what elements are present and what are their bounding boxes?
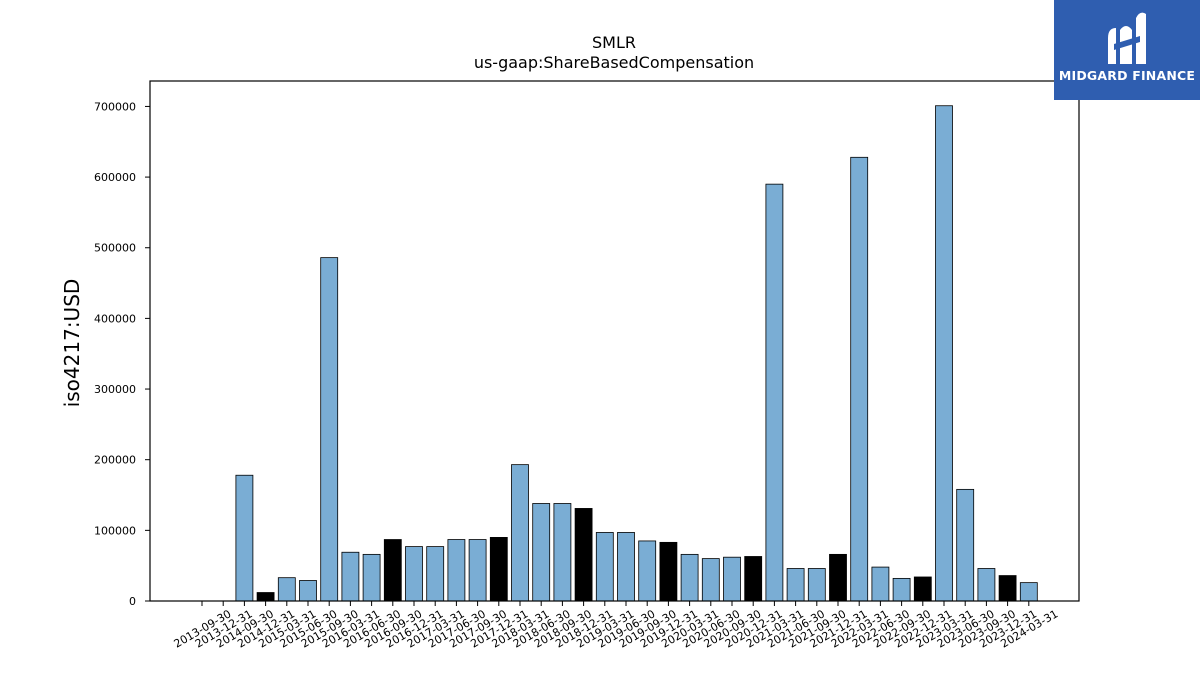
bar-2022-09-30 — [892, 577, 911, 602]
midgard-m-logo-icon — [1108, 12, 1146, 65]
bar-2018-06-30 — [532, 503, 551, 602]
bar-2023-09-30 — [977, 568, 996, 602]
bar-2019-12-31 — [659, 541, 678, 602]
bar-2014-09-30 — [235, 474, 254, 602]
y-tick-label: 400000 — [94, 312, 136, 325]
bar-2023-06-30 — [956, 488, 975, 602]
bar-2016-03-31 — [341, 551, 360, 602]
bar-2020-09-30 — [723, 556, 741, 602]
plot-frame — [149, 80, 1080, 602]
y-tick-label: 700000 — [94, 100, 136, 113]
bar-2018-12-31 — [574, 508, 593, 602]
y-tick-label: 300000 — [94, 383, 136, 396]
bar-2017-09-30 — [468, 539, 487, 602]
bar-2024-03-31 — [1019, 582, 1038, 602]
bar-2018-03-31 — [511, 464, 529, 602]
bar-2020-12-31 — [744, 556, 763, 602]
bar-2019-09-30 — [638, 540, 657, 602]
bar-2017-12-31 — [489, 537, 508, 602]
bar-2020-06-30 — [701, 558, 720, 602]
bar-2021-03-31 — [765, 183, 784, 602]
chart-subtitle: us-gaap:ShareBasedCompensation — [474, 53, 754, 72]
bar-2023-03-31 — [935, 105, 953, 602]
bar-2016-09-30 — [383, 539, 402, 602]
bar-2014-12-31 — [256, 592, 275, 602]
bar-2015-09-30 — [320, 257, 339, 602]
chart-title: SMLR — [592, 33, 636, 52]
bar-2019-06-30 — [617, 532, 635, 602]
y-ticks-group: 0 100000 200000 300000 400000 500000 600000 700… — [94, 100, 150, 608]
bar-2022-06-30 — [871, 566, 890, 602]
y-tick-label: 600000 — [94, 171, 136, 184]
y-tick-label: 0 — [129, 595, 136, 608]
bar-2015-03-31 — [277, 577, 296, 602]
y-tick-label: 100000 — [94, 524, 136, 537]
bar-2018-09-30 — [553, 503, 572, 602]
midgard-finance-logo: MIDGARD FINANCE — [1054, 0, 1200, 100]
bar-2021-06-30 — [786, 568, 805, 602]
bar-2022-12-31 — [913, 576, 932, 602]
x-ticks-group: 2013-09-302013-12-312014-09-302014-12-31… — [172, 601, 1060, 651]
bars-group — [235, 105, 1038, 602]
y-tick-label: 200000 — [94, 454, 136, 467]
bar-2017-03-31 — [426, 546, 445, 602]
bar-2021-09-30 — [807, 568, 826, 602]
bar-2019-03-31 — [595, 532, 614, 602]
y-tick-label: 500000 — [94, 242, 136, 255]
bar-2022-03-31 — [850, 156, 869, 602]
logo-text: MIDGARD FINANCE — [1058, 68, 1196, 83]
bar-2016-06-30 — [362, 553, 381, 602]
bar-2017-06-30 — [447, 539, 466, 602]
bar-2015-06-30 — [299, 580, 317, 602]
bar-2023-12-31 — [998, 575, 1017, 602]
bar-2016-12-31 — [405, 546, 423, 602]
bar-2020-03-31 — [680, 553, 699, 602]
bar-2021-12-31 — [829, 553, 847, 602]
y-axis-label: iso4217:USD — [60, 279, 84, 408]
